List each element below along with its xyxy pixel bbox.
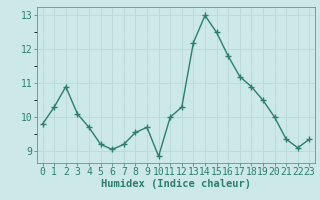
X-axis label: Humidex (Indice chaleur): Humidex (Indice chaleur) [101, 179, 251, 189]
